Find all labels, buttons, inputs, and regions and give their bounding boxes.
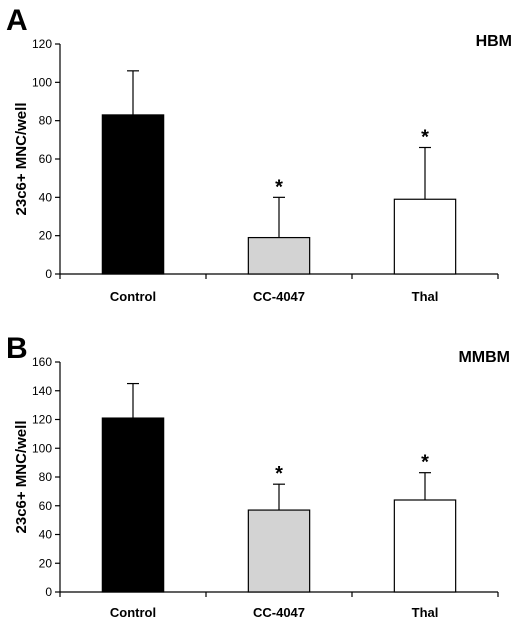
- bar-thal: [393, 198, 457, 275]
- bar-control: [101, 417, 165, 593]
- panel-tag: MMBM: [458, 349, 510, 366]
- panel-tag: HBM: [476, 33, 512, 50]
- significance-marker: *: [421, 452, 429, 474]
- significance-marker: *: [275, 176, 283, 198]
- category-label: Thal: [412, 605, 439, 620]
- panel-letter: B: [6, 332, 28, 365]
- y-tick-label: 60: [39, 499, 53, 513]
- category-label: Control: [110, 289, 156, 304]
- y-tick-label: 20: [39, 556, 53, 570]
- y-tick-label: 60: [39, 152, 53, 166]
- y-tick-label: 100: [32, 441, 52, 455]
- significance-marker: *: [275, 463, 283, 485]
- y-tick-label: 40: [39, 190, 53, 204]
- bar-cc-4047: [247, 509, 311, 593]
- bar-cc-4047: [247, 236, 311, 275]
- category-label: Thal: [412, 289, 439, 304]
- y-tick-label: 80: [39, 470, 53, 484]
- category-label: Control: [110, 605, 156, 620]
- category-label: CC-4047: [253, 605, 305, 620]
- y-tick-label: 40: [39, 528, 53, 542]
- significance-marker: *: [421, 127, 429, 149]
- bar-control: [101, 114, 165, 275]
- y-tick-label: 140: [32, 384, 52, 398]
- y-tick-label: 160: [32, 355, 52, 369]
- y-tick-label: 100: [32, 75, 52, 89]
- bar-thal: [393, 499, 457, 593]
- y-tick-label: 0: [45, 585, 52, 599]
- y-tick-label: 120: [32, 413, 52, 427]
- y-tick-label: 120: [32, 37, 52, 51]
- panel-b: B MMBM 23c6+ MNC/well 0 20 40 60 80 100 120 140 160…: [6, 332, 510, 620]
- y-axis-label: 23c6+ MNC/well: [13, 421, 30, 534]
- panel-letter: A: [6, 4, 28, 37]
- y-tick-label: 0: [45, 267, 52, 281]
- y-axis-label: 23c6+ MNC/well: [13, 103, 30, 216]
- panel-a: A HBM 23c6+ MNC/well 0 20 40 60 80 100 120 Control…: [6, 4, 512, 304]
- y-tick-label: 20: [39, 229, 53, 243]
- category-label: CC-4047: [253, 289, 305, 304]
- y-tick-label: 80: [39, 114, 53, 128]
